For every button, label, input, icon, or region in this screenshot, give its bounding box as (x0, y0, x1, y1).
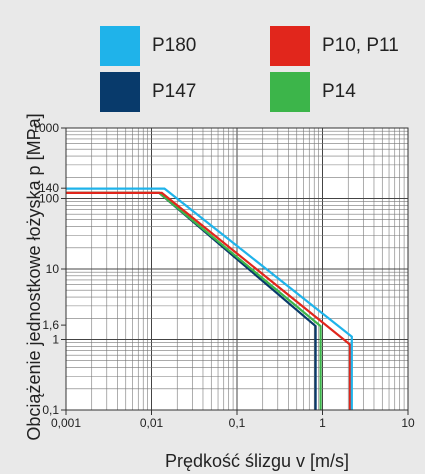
y-tick-label: 1000 (32, 121, 59, 135)
legend: P180 P10, P11 P147 P14 (0, 0, 425, 120)
legend-label-p147: P147 (152, 81, 197, 102)
y-tick-label: 1 (52, 333, 59, 347)
x-tick-label: 0,001 (51, 416, 81, 430)
x-axis-title: Prędkość ślizgu v [m/s] (165, 451, 349, 471)
legend-item-p147: P147 (100, 72, 196, 112)
legend-label-p180: P180 (152, 35, 197, 56)
y-axis-title: Obciążenie jednostkowe łożyska p [MPa] (24, 113, 44, 440)
legend-item-p180: P180 (100, 26, 196, 66)
x-tick-label: 0,01 (140, 416, 164, 430)
y-tick-label: 140 (39, 181, 59, 195)
x-tick-label: 1 (319, 416, 326, 430)
grid (66, 128, 408, 410)
legend-swatch-p10-p11 (270, 26, 310, 66)
legend-swatch-p14 (270, 72, 310, 112)
y-tick-label: 1,6 (42, 318, 59, 332)
legend-swatch-p180 (100, 26, 140, 66)
y-tick-label: 0,1 (42, 403, 59, 417)
legend-item-p10-p11: P10, P11 (270, 26, 399, 66)
legend-label-p14: P14 (322, 81, 356, 102)
series-line-p10-p11 (66, 191, 352, 410)
plot-border (65, 127, 409, 411)
series-lines (66, 187, 353, 410)
x-tick-label: 10 (401, 416, 415, 430)
y-tick-label: 10 (46, 262, 60, 276)
x-tick-label: 0,1 (229, 416, 246, 430)
y-tick-label: 100 (39, 192, 59, 206)
series-line-p180 (66, 187, 353, 410)
legend-item-p14: P14 (270, 72, 356, 112)
legend-swatch-p147 (100, 72, 140, 112)
legend-label-p10-p11: P10, P11 (322, 35, 399, 56)
